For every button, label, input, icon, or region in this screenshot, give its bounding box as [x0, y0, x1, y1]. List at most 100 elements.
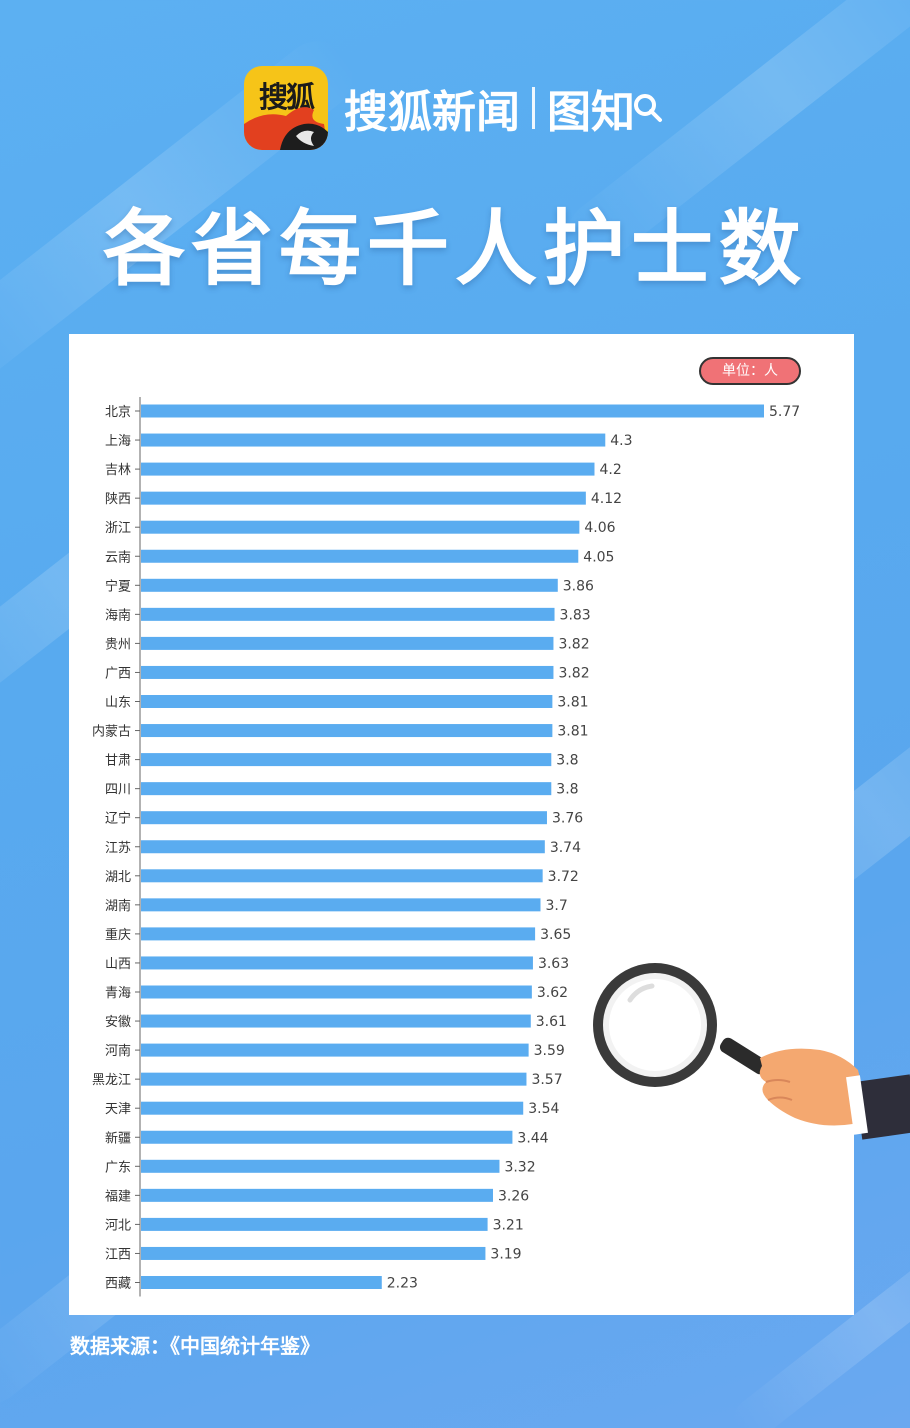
category-label: 江西	[105, 1247, 131, 1262]
bar	[141, 724, 553, 738]
value-label: 3.8	[556, 753, 578, 769]
bar	[141, 607, 555, 621]
bar	[141, 462, 595, 476]
value-label: 3.86	[563, 578, 594, 594]
bar	[141, 1246, 486, 1260]
value-label: 3.81	[557, 724, 588, 740]
value-label: 4.06	[584, 520, 615, 536]
category-label: 安徽	[105, 1015, 131, 1030]
value-label: 4.05	[583, 549, 614, 565]
value-label: 3.76	[552, 811, 583, 827]
value-label: 3.65	[540, 927, 571, 943]
category-label: 黑龙江	[92, 1073, 131, 1088]
bar	[141, 869, 543, 883]
category-label: 天津	[105, 1102, 131, 1117]
magnifier-hand-icon	[593, 963, 910, 1140]
value-label: 4.3	[610, 433, 632, 449]
category-label: 辽宁	[105, 811, 131, 827]
value-label: 3.74	[550, 840, 581, 856]
data-source: 数据来源：《中国统计年鉴》	[70, 1334, 320, 1358]
value-label: 3.81	[557, 695, 588, 711]
category-label: 吉林	[105, 463, 131, 478]
brand: 搜狐新闻 图知	[344, 78, 663, 138]
value-label: 3.54	[528, 1101, 559, 1117]
bar	[141, 927, 536, 941]
value-label: 3.82	[558, 636, 589, 652]
category-label: 河南	[105, 1043, 131, 1059]
category-label: 北京	[105, 405, 131, 420]
bar	[141, 491, 586, 505]
value-label: 4.2	[599, 462, 621, 478]
value-label: 3.59	[534, 1043, 565, 1059]
value-label: 3.57	[531, 1072, 562, 1088]
category-label: 广西	[105, 666, 131, 681]
category-label: 山西	[105, 957, 131, 972]
brand-section-label: 图知	[547, 87, 635, 138]
bar	[141, 636, 554, 650]
category-label: 四川	[105, 783, 131, 798]
bar	[141, 1276, 382, 1289]
category-label: 上海	[105, 434, 131, 449]
bar	[141, 1043, 529, 1057]
bar	[141, 898, 541, 912]
bar	[141, 433, 606, 447]
category-label: 陕西	[105, 492, 131, 507]
header: 搜狐 搜狐新闻 图知	[0, 60, 910, 156]
value-label: 4.12	[591, 491, 622, 507]
category-label: 新疆	[105, 1130, 131, 1146]
bar	[141, 753, 552, 767]
bar	[141, 520, 580, 534]
bar	[141, 578, 558, 592]
value-label: 3.62	[537, 985, 568, 1001]
category-label: 宁夏	[105, 578, 131, 594]
value-label: 3.63	[538, 956, 569, 972]
value-label: 2.23	[387, 1276, 418, 1292]
value-label: 3.61	[536, 1014, 567, 1030]
bar	[141, 1101, 524, 1115]
chart-card: 单位：人 北京 5.77 上海 4.3 吉林 4.2 陕西 4.12 浙江 4.06 云南 4.05 宁…	[69, 334, 854, 1315]
category-label: 湖北	[105, 870, 131, 885]
bar	[141, 1188, 493, 1202]
bar	[141, 782, 552, 796]
value-label: 3.19	[490, 1246, 521, 1262]
category-label: 山东	[105, 696, 131, 711]
category-label: 浙江	[105, 521, 131, 536]
value-label: 3.83	[560, 607, 591, 623]
value-label: 3.32	[504, 1159, 535, 1175]
bar	[141, 1072, 527, 1086]
sohu-logo-icon: 搜狐	[244, 66, 328, 150]
category-label: 福建	[105, 1189, 131, 1204]
value-label: 3.7	[545, 898, 567, 914]
category-label: 贵州	[105, 637, 131, 652]
category-label: 内蒙古	[92, 724, 131, 740]
bar	[141, 985, 532, 999]
bar	[141, 665, 554, 679]
category-label: 云南	[105, 549, 131, 565]
category-label: 重庆	[105, 927, 131, 943]
brand-section: 图知	[547, 76, 663, 140]
value-label: 3.21	[493, 1217, 524, 1233]
category-label: 西藏	[105, 1277, 131, 1292]
value-label: 3.72	[548, 869, 579, 885]
category-label: 江苏	[105, 840, 131, 856]
bar	[141, 956, 533, 970]
category-label: 广东	[105, 1160, 131, 1175]
category-label: 海南	[105, 607, 131, 623]
value-label: 3.44	[517, 1130, 548, 1146]
fox-tail-icon	[244, 107, 328, 150]
brand-name: 搜狐新闻	[344, 87, 520, 138]
category-label: 河北	[105, 1218, 131, 1233]
bar	[141, 695, 553, 708]
bar	[141, 549, 579, 563]
bar-chart: 北京 5.77 上海 4.3 吉林 4.2 陕西 4.12 浙江 4.06 云南 4.05 宁夏 3.86…	[92, 397, 800, 1297]
bar	[141, 1014, 531, 1028]
value-label: 3.8	[556, 782, 578, 798]
brand-divider	[532, 87, 535, 129]
bar	[141, 811, 547, 825]
bar	[141, 1130, 513, 1144]
category-label: 青海	[105, 986, 131, 1001]
category-label: 甘肃	[105, 754, 131, 769]
bar	[141, 404, 764, 418]
page-title: 各省每千人护士数	[102, 202, 807, 297]
value-label: 5.77	[769, 404, 800, 420]
